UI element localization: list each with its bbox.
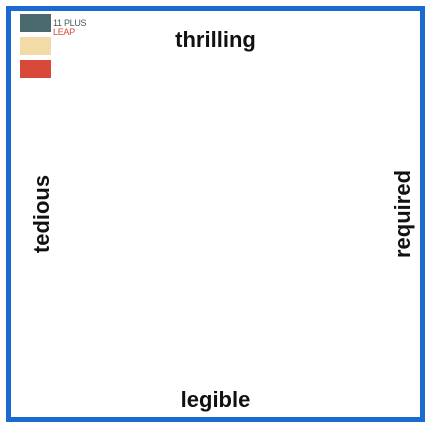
left-label: tedious: [29, 174, 54, 254]
card: 11 PLUS LEAP thrilling legible tedious r…: [6, 6, 425, 422]
logo-block: [20, 60, 51, 78]
logo-text: LEAP: [53, 27, 75, 37]
bottom-label: legible: [180, 387, 251, 412]
logo-block: [20, 14, 51, 32]
top-label: thrilling: [175, 27, 256, 52]
right-label: required: [390, 169, 415, 259]
logo-text: 11 PLUS: [53, 18, 87, 28]
logo-block: [20, 37, 51, 55]
